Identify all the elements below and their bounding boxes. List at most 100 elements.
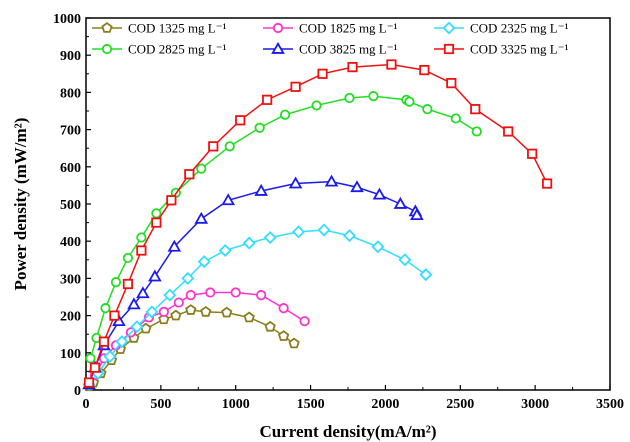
series-3 <box>85 91 482 364</box>
y-tick-label: 300 <box>60 272 81 287</box>
data-point <box>422 104 433 115</box>
data-point <box>166 195 177 206</box>
data-point <box>151 217 162 228</box>
data-point <box>262 94 273 105</box>
series-4 <box>82 174 424 390</box>
x-tick-label: 3500 <box>596 397 624 412</box>
data-point <box>158 306 169 317</box>
x-tick-label: 0 <box>83 397 90 412</box>
data-point <box>127 297 141 310</box>
data-point <box>136 286 150 299</box>
data-point <box>242 236 256 250</box>
data-point <box>196 163 207 174</box>
y-tick-label: 800 <box>60 86 81 101</box>
legend-label: COD 2825 mg L⁻¹ <box>128 42 227 57</box>
data-point <box>230 287 241 298</box>
data-point <box>404 96 415 107</box>
data-point <box>290 81 301 92</box>
data-point <box>299 316 310 327</box>
legend-marker <box>442 21 456 35</box>
data-point <box>145 305 159 319</box>
legend-label: COD 3325 mg L⁻¹ <box>470 42 569 57</box>
data-point <box>83 377 95 388</box>
legend-label: COD 1325 mg L⁻¹ <box>128 21 227 36</box>
data-point <box>221 193 236 206</box>
data-point <box>371 240 385 254</box>
data-point <box>170 309 182 321</box>
series-2 <box>82 223 433 391</box>
data-point <box>122 252 134 264</box>
data-point <box>243 311 255 323</box>
data-point <box>208 141 219 152</box>
data-point <box>115 335 129 349</box>
data-point <box>264 320 276 332</box>
data-point <box>419 268 433 282</box>
y-tick-label: 1000 <box>53 12 81 27</box>
data-point <box>185 304 197 315</box>
data-point <box>184 169 195 180</box>
data-point <box>136 245 147 256</box>
x-axis-label: Current density(mA/m²) <box>259 422 436 441</box>
legend-marker <box>101 43 113 55</box>
data-point <box>194 211 209 224</box>
data-point <box>542 178 553 189</box>
series-5 <box>83 59 553 388</box>
series-line <box>88 309 295 387</box>
data-point <box>446 78 457 89</box>
data-point <box>256 290 267 301</box>
data-point <box>158 313 170 325</box>
data-point <box>527 148 538 159</box>
legend-item: COD 1325 mg L⁻¹ <box>92 21 227 36</box>
data-point <box>368 91 379 102</box>
legend-item: COD 3325 mg L⁻¹ <box>434 42 569 57</box>
legend: COD 1325 mg L⁻¹ COD 1825 mg L⁻¹ COD 2325 m… <box>92 21 569 57</box>
data-point <box>278 303 289 314</box>
legend-item: COD 2825 mg L⁻¹ <box>92 42 227 57</box>
data-point <box>503 126 514 137</box>
legend-item: COD 2325 mg L⁻¹ <box>434 21 569 36</box>
data-point <box>205 287 216 298</box>
legend-marker <box>101 22 113 33</box>
data-point <box>151 208 162 219</box>
y-tick-label: 500 <box>60 198 81 213</box>
data-point <box>292 225 306 239</box>
data-point <box>167 239 182 252</box>
data-point <box>347 62 358 73</box>
data-point <box>148 269 162 282</box>
data-point <box>181 271 195 285</box>
x-tick-label: 1500 <box>297 397 325 412</box>
y-tick-label: 100 <box>60 347 81 362</box>
legend-marker <box>271 41 285 54</box>
data-point <box>471 126 482 137</box>
data-point <box>224 141 235 152</box>
series-1 <box>83 287 310 390</box>
data-point <box>200 305 212 317</box>
x-tick-label: 3000 <box>521 397 549 412</box>
data-point <box>163 288 177 302</box>
data-point <box>288 176 303 189</box>
x-tick-label: 1000 <box>222 397 250 412</box>
data-point <box>350 180 364 193</box>
data-point <box>288 337 300 349</box>
y-tick-label: 700 <box>60 124 81 139</box>
data-point <box>130 320 144 334</box>
y-tick-label: 0 <box>74 384 81 399</box>
data-point <box>89 362 101 373</box>
data-point <box>109 310 120 321</box>
y-tick-label: 900 <box>60 49 81 64</box>
data-point <box>344 92 355 104</box>
data-point <box>372 187 387 200</box>
data-point <box>398 253 412 267</box>
y-tick-label: 200 <box>60 310 81 325</box>
series-line <box>88 180 418 385</box>
data-point <box>410 208 424 220</box>
data-point <box>110 277 122 288</box>
data-point <box>342 229 357 243</box>
data-point <box>254 183 268 196</box>
data-point <box>317 223 331 237</box>
data-point <box>277 330 290 341</box>
data-point <box>100 303 111 314</box>
data-point <box>140 322 152 334</box>
data-point <box>122 278 134 290</box>
x-tick-label: 500 <box>150 397 171 412</box>
